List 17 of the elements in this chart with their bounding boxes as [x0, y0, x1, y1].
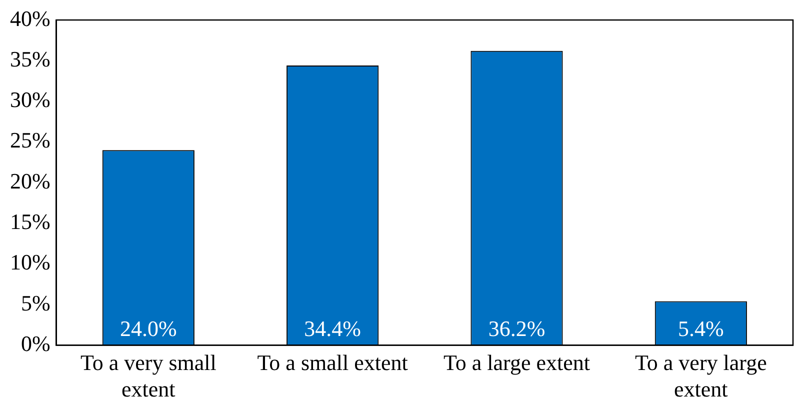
y-tick-label: 20% [10, 168, 50, 194]
y-tick-label: 5% [21, 290, 50, 316]
y-tick-label: 40% [10, 6, 50, 31]
data-label: 24.0% [120, 316, 177, 341]
data-label: 34.4% [304, 316, 361, 341]
data-label: 5.4% [678, 316, 724, 341]
x-tick-label: To a very large extent [635, 350, 767, 402]
x-tick-label: To a large extent [443, 350, 590, 376]
x-tick-label: To a very small extent [80, 350, 216, 402]
x-tick-label: To a small extent [257, 350, 408, 376]
y-tick-label: 10% [10, 250, 50, 275]
y-tick-label: 0% [21, 330, 50, 356]
y-tick-label: 25% [10, 128, 50, 153]
y-tick-label: 35% [10, 46, 50, 72]
data-label: 36.2% [488, 316, 546, 341]
y-tick-label: 15% [10, 209, 50, 234]
y-tick-label: 30% [10, 87, 50, 112]
